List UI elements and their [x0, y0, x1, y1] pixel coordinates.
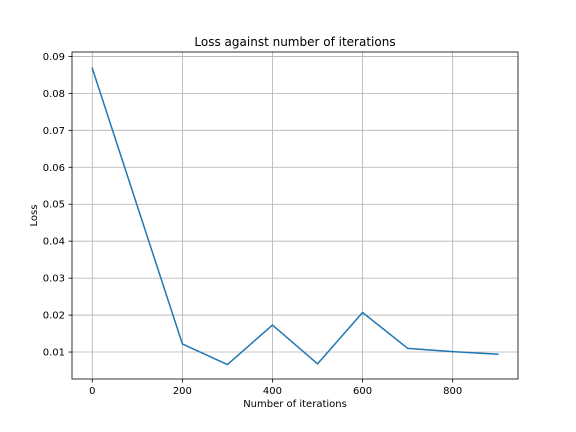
x-tick-label-2: 400	[263, 386, 282, 397]
x-tick-label-4: 800	[443, 386, 462, 397]
x-axis-ticks: 0 200 400 600 800	[89, 379, 462, 397]
y-axis-ticks: 0.01 0.02 0.03 0.04 0.05 0.06 0.07 0.08 0.09	[43, 52, 72, 359]
x-tick-label-3: 600	[353, 386, 372, 397]
grid-lines	[72, 52, 518, 379]
y-tick-label-7: 0.08	[43, 89, 65, 100]
y-axis-label: Loss	[29, 205, 40, 227]
x-axis-label: Number of iterations	[243, 399, 347, 410]
chart-title: Loss against number of iterations	[194, 35, 395, 49]
plot-frame	[71, 51, 519, 380]
y-tick-label-2: 0.03	[43, 274, 65, 285]
y-tick-label-4: 0.05	[43, 200, 65, 211]
y-tick-label-8: 0.09	[43, 52, 65, 63]
x-tick-label-1: 200	[173, 386, 192, 397]
y-tick-label-6: 0.07	[43, 126, 65, 137]
loss-series-line-0	[91, 67, 499, 366]
y-tick-label-5: 0.06	[43, 163, 65, 174]
plot-area	[72, 52, 518, 379]
series-group	[91, 67, 499, 366]
x-tick-label-0: 0	[89, 386, 95, 397]
y-tick-label-3: 0.04	[43, 237, 65, 248]
y-tick-label-1: 0.02	[43, 311, 65, 322]
y-tick-label-0: 0.01	[43, 348, 65, 359]
